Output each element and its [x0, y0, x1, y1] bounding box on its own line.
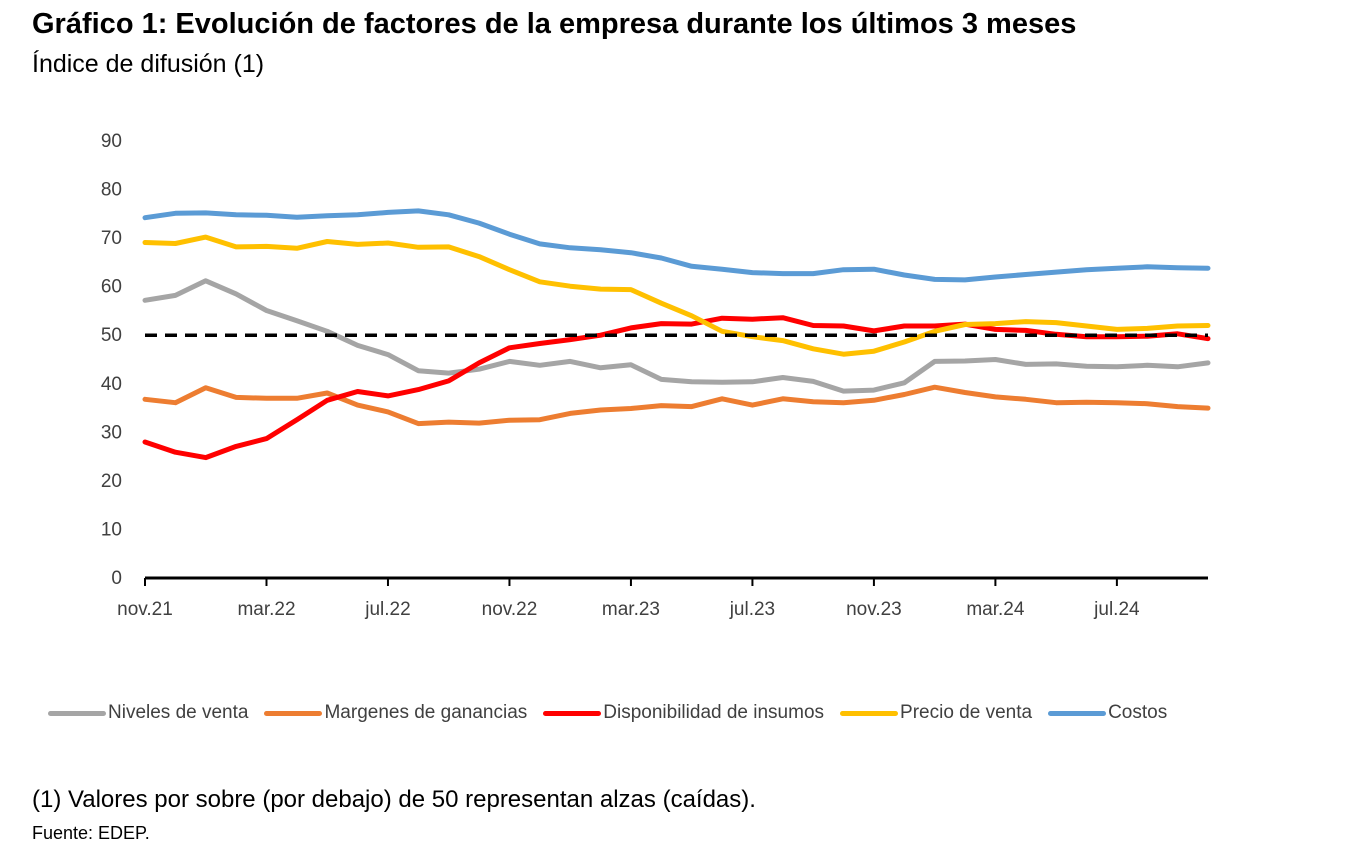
y-tick-label: 50	[101, 325, 122, 346]
legend-label: Costos	[1108, 702, 1168, 723]
x-tick-label: mar.23	[602, 599, 660, 620]
legend-item: Disponibilidad de insumos	[543, 702, 824, 724]
x-tick-label: jul.23	[729, 599, 775, 620]
source-note: Fuente: EDEP.	[32, 823, 150, 843]
legend-label: Disponibilidad de insumos	[603, 702, 825, 723]
y-tick-label: 70	[101, 228, 122, 249]
y-tick-label: 30	[101, 422, 122, 443]
x-tick-label: jul.22	[364, 599, 410, 620]
legend-item: Niveles de venta	[48, 702, 248, 724]
y-tick-label: 60	[101, 277, 122, 298]
legend-item: Costos	[1048, 702, 1167, 724]
y-tick-label: 20	[101, 471, 122, 492]
legend-swatch	[48, 710, 106, 716]
series-line-margenes-de-ganancias	[142, 384, 1211, 427]
series-line-niveles-de-venta	[142, 278, 1211, 394]
legend-label: Niveles de venta	[108, 702, 249, 723]
series-line-precio-de-venta	[142, 234, 1211, 357]
footnote: (1) Valores por sobre (por debajo) de 50…	[32, 786, 756, 813]
legend-item: Margenes de ganancias	[264, 702, 527, 724]
y-tick-label: 90	[101, 131, 122, 152]
chart-title: Gráfico 1: Evolución de factores de la e…	[32, 8, 1077, 40]
x-tick-label: jul.24	[1093, 599, 1140, 620]
legend-item: Precio de venta	[840, 702, 1032, 724]
legend-swatch	[543, 710, 602, 716]
x-tick-label: nov.22	[482, 599, 538, 620]
x-tick-label: nov.23	[846, 599, 902, 620]
y-tick-label: 10	[101, 519, 122, 540]
series-line-disponibilidad-de-insumos	[142, 315, 1211, 461]
x-tick-label: nov.21	[117, 599, 173, 620]
chart-subtitle: Índice de difusión (1)	[32, 50, 265, 78]
legend-label: Precio de venta	[900, 702, 1033, 723]
legend-swatch	[840, 710, 899, 716]
y-tick-label: 40	[101, 374, 122, 395]
series-line-costos	[142, 208, 1211, 283]
y-tick-label: 80	[101, 180, 122, 201]
legend-swatch	[264, 710, 323, 716]
line-chart: 0 10 20 30 40 50 60 70 80 90 nov.21 mar.22 jul.22 nov…	[101, 131, 1211, 620]
y-tick-label: 0	[111, 568, 122, 589]
chart-legend: Niveles de venta Margenes de ganancias Dis…	[48, 702, 1183, 724]
legend-label: Margenes de ganancias	[324, 702, 528, 723]
x-tick-label: mar.24	[966, 599, 1025, 620]
legend-swatch	[1048, 710, 1107, 716]
x-tick-label: mar.22	[237, 599, 295, 620]
